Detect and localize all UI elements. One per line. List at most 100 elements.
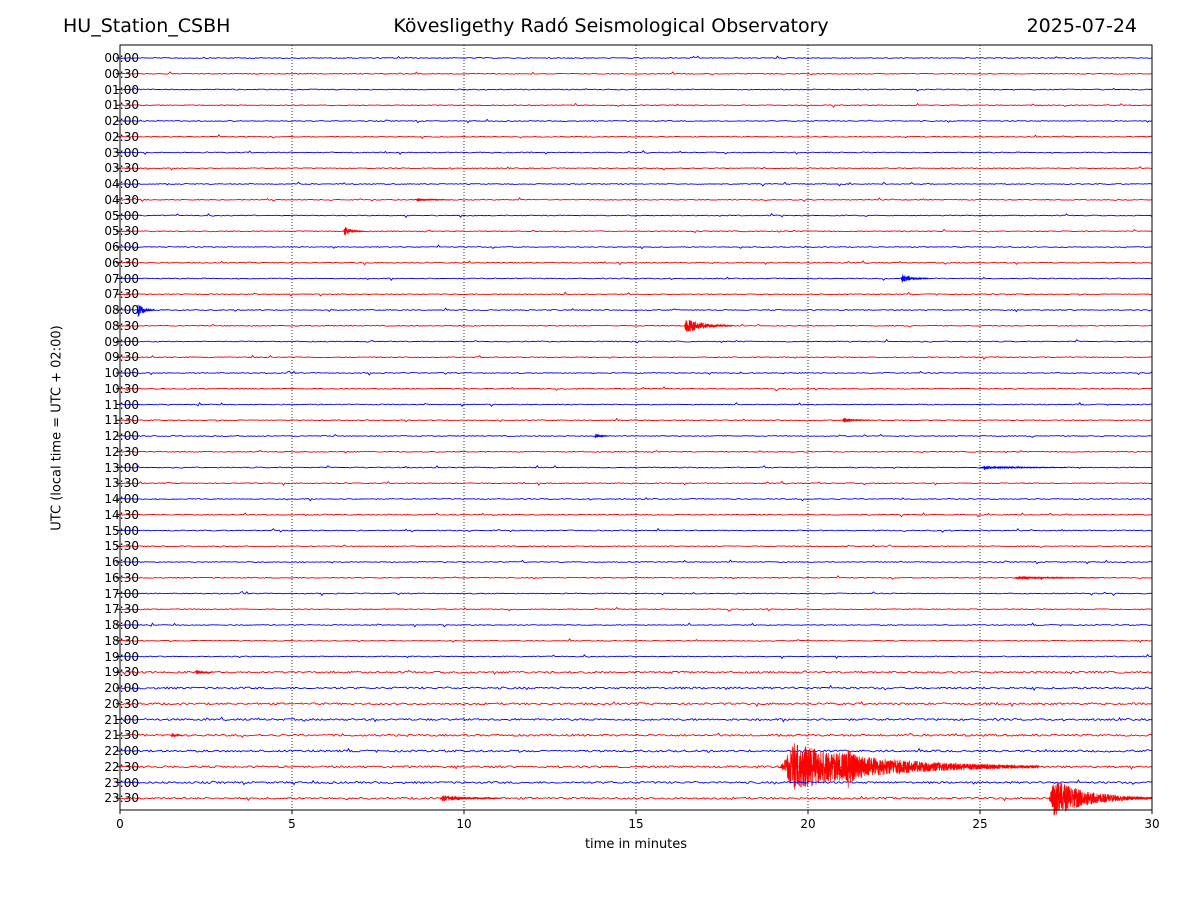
row-label: 01:30 [104, 98, 139, 113]
row-label: 20:00 [104, 681, 139, 695]
row-label: 16:30 [104, 570, 139, 585]
row-label: 00:30 [104, 66, 139, 81]
row-label: 11:00 [104, 397, 139, 412]
trace-0700 [119, 276, 1153, 281]
trace-2200 [119, 747, 1153, 754]
row-label: 11:30 [104, 413, 139, 428]
trace-1930 [119, 669, 1153, 675]
row-label: 17:30 [104, 602, 139, 617]
trace-1200 [119, 434, 1153, 438]
trace-1900 [119, 653, 1153, 660]
trace-1830 [119, 638, 1152, 644]
row-label: 22:00 [104, 744, 139, 758]
trace-1500 [119, 527, 1152, 533]
trace-0330 [119, 165, 1153, 171]
trace-0130 [119, 102, 1153, 108]
trace-1100 [120, 401, 1153, 407]
trace-1730 [119, 606, 1153, 612]
event-1200 [594, 433, 609, 439]
row-label: 06:00 [104, 240, 139, 254]
row-label: 16:00 [104, 555, 139, 569]
trace-0900 [119, 338, 1153, 344]
event-0800 [136, 304, 155, 317]
row-label: 09:30 [104, 350, 139, 365]
row-label: 21:00 [104, 712, 139, 727]
trace-0030 [119, 71, 1153, 76]
trace-1630 [119, 575, 1153, 581]
trace-0400 [119, 181, 1153, 187]
trace-0000 [119, 55, 1153, 59]
row-label: 00:00 [104, 51, 139, 65]
row-label: 07:30 [104, 287, 139, 302]
event-1930 [195, 669, 213, 675]
trace-1330 [119, 480, 1152, 486]
x-tick-label: 5 [288, 817, 296, 831]
row-label: 08:30 [104, 318, 139, 333]
trace-1000 [119, 370, 1153, 376]
event-2330 [439, 795, 503, 802]
event-2230 [780, 743, 1039, 790]
row-label: 10:00 [104, 366, 139, 380]
trace-1400 [119, 497, 1153, 502]
trace-1130 [119, 417, 1152, 423]
row-label: 02:00 [104, 114, 139, 128]
x-tick-label: 25 [972, 817, 988, 831]
trace-2300 [119, 779, 1153, 786]
row-label: 06:30 [104, 255, 139, 270]
row-label: 20:30 [104, 696, 139, 711]
row-label: 14:00 [104, 492, 139, 506]
trace-2000 [120, 684, 1153, 691]
trace-1230 [119, 449, 1153, 454]
row-label: 02:30 [104, 129, 139, 144]
event-1300 [979, 465, 1067, 471]
trace-0730 [119, 291, 1153, 297]
row-label: 19:30 [104, 665, 139, 680]
row-label: 13:00 [104, 460, 139, 475]
row-label: 08:00 [104, 303, 139, 317]
x-tick-label: 10 [456, 817, 472, 831]
row-label: 21:30 [104, 728, 139, 743]
trace-1430 [120, 512, 1153, 518]
row-label: 07:00 [104, 271, 139, 286]
trace-0430 [119, 197, 1153, 203]
trace-1530 [120, 544, 1153, 549]
event-1630 [1014, 575, 1101, 581]
row-label: 09:00 [104, 334, 139, 349]
row-label: 04:30 [104, 192, 139, 207]
row-label: 01:00 [104, 82, 139, 97]
trace-0100 [119, 87, 1153, 92]
row-label: 04:00 [104, 177, 139, 191]
trace-0200 [120, 118, 1153, 124]
x-axis-label: time in minutes [584, 837, 688, 852]
trace-2130 [119, 732, 1153, 739]
trace-2100 [119, 716, 1153, 723]
row-label: 12:00 [104, 429, 139, 443]
row-label: 15:00 [104, 523, 139, 538]
trace-1800 [119, 622, 1153, 628]
row-label: 10:30 [104, 381, 139, 396]
row-label: 05:00 [104, 208, 139, 223]
x-tick-label: 0 [116, 817, 124, 831]
trace-0600 [119, 244, 1153, 250]
row-label: 15:30 [104, 539, 139, 554]
trace-0800 [119, 307, 1153, 313]
trace-0530 [119, 228, 1153, 234]
row-label: 14:30 [104, 507, 139, 522]
row-label: 03:00 [104, 145, 139, 160]
trace-1700 [119, 591, 1153, 597]
y-axis-label: UTC (local time = UTC + 02:00) [49, 325, 65, 531]
trace-1600 [119, 559, 1153, 565]
row-label: 05:30 [104, 224, 139, 239]
x-tick-label: 15 [628, 817, 644, 831]
row-label: 19:00 [104, 649, 139, 664]
trace-0500 [119, 212, 1153, 219]
trace-0300 [119, 150, 1153, 156]
event-2230-burst [845, 750, 891, 789]
trace-2330 [119, 795, 1153, 802]
event-2130 [171, 732, 183, 738]
x-tick-label: 30 [1144, 817, 1160, 831]
event-0700 [900, 274, 929, 283]
trace-1030 [120, 386, 1153, 392]
chart-date: 2025-07-24 [1026, 15, 1137, 37]
